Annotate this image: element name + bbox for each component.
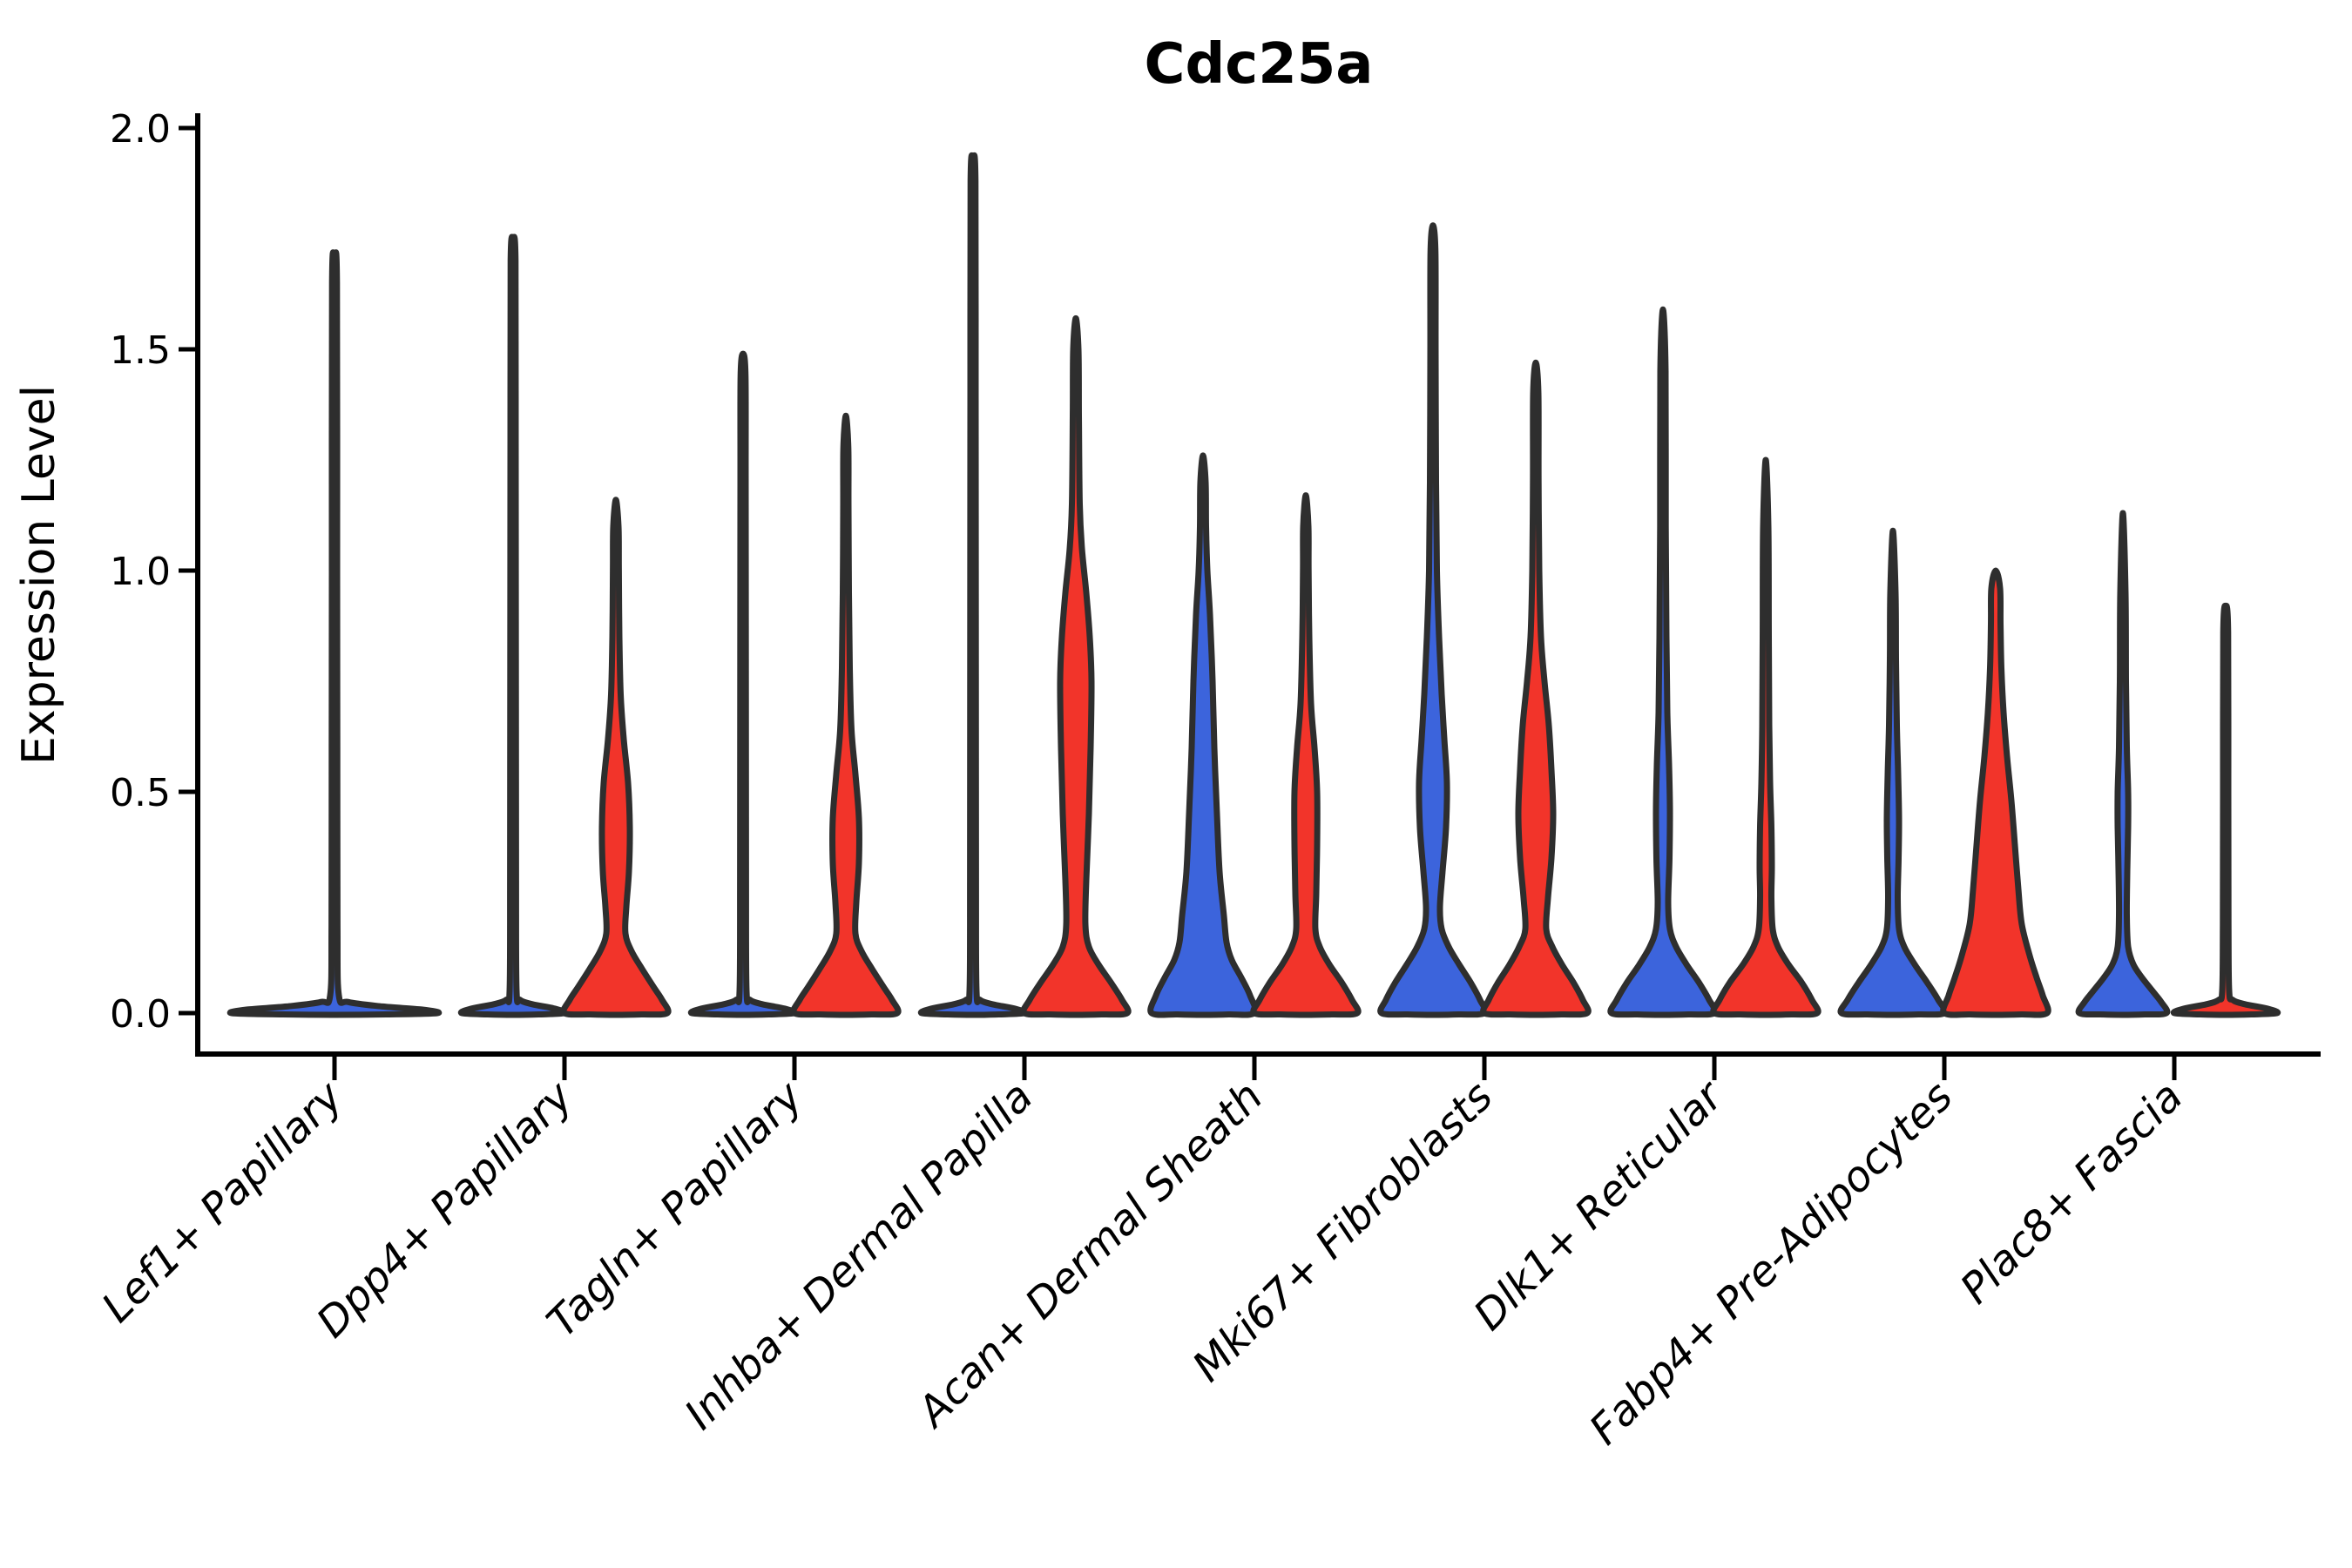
x-tick-label-3: Tagln+ Papillary (537, 1071, 813, 1347)
y-tick-label: 0.0 (110, 992, 171, 1037)
violin-4-blue (917, 152, 1029, 1018)
violin-5-blue (1147, 452, 1259, 1018)
violin-3-blue (687, 350, 799, 1018)
violin-9-blue (2075, 510, 2171, 1018)
x-tick-label-8: Fabp4+ Pre-Adipocytes (1580, 1072, 1963, 1455)
y-tick-label: 2.0 (110, 107, 171, 152)
y-axis-label: Expression Level (13, 385, 65, 765)
violin-7-blue (1607, 306, 1719, 1018)
chart-title: Cdc25a (1145, 32, 1374, 97)
violin-2-blue (457, 233, 569, 1018)
x-ticks-layer (332, 1054, 2177, 1080)
violin-4-red (1020, 314, 1132, 1018)
violin-7-red (1710, 456, 1821, 1018)
y-tick-label: 0.5 (110, 771, 171, 815)
violin-6-red (1480, 359, 1592, 1018)
violin-3-red (790, 412, 902, 1018)
violin-6-blue (1377, 222, 1489, 1018)
violin-8-blue (1837, 527, 1949, 1018)
x-tick-label-9: Plac8+ Fascia (1951, 1072, 2193, 1314)
violin-8-red (1940, 567, 2051, 1018)
y-ticks-layer: 0.0 0.5 1.0 1.5 2.0 (110, 107, 198, 1037)
y-tick-label: 1.5 (110, 328, 171, 373)
violin-shapes-layer (226, 152, 2281, 1018)
violin-1-single (226, 249, 443, 1018)
y-tick-label: 1.0 (110, 550, 171, 594)
x-tick-label-1: Lef1+ Papillary (92, 1071, 353, 1332)
x-tick-label-7: Dlk1+ Reticular (1464, 1071, 1734, 1341)
violin-2-red (560, 497, 672, 1018)
violin-5-red (1250, 492, 1362, 1018)
violin-9-red (2170, 602, 2281, 1018)
x-tick-label-2: Dpp4+ Papillary (308, 1071, 583, 1347)
